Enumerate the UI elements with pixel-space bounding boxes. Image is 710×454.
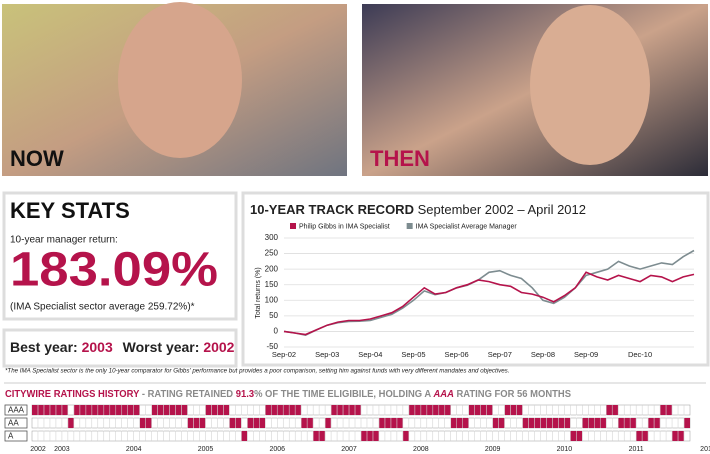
year-label: 2003 [54,446,70,453]
ratings-title-part: AAA [433,388,454,400]
rating-period [450,418,469,428]
y-tick-label: 150 [265,280,279,289]
series-line [283,249,695,337]
key-stats-note: (IMA Specialist sector average 259.72%)* [10,302,195,313]
rating-period [684,418,690,428]
ratings-title-part: - RATING RETAINED [139,388,236,400]
rating-period [361,431,379,441]
y-tick-label: 300 [265,233,279,242]
y-tick-label: -50 [266,342,278,351]
x-tick-label: Sep-09 [574,350,598,359]
y-axis-label: Total returns (%) [255,267,262,318]
footnote: *The IMA Specialist sector is the only 1… [5,368,509,375]
rating-level-box [4,430,28,442]
x-tick-label: Dec-10 [628,350,652,359]
y-tick-label: 250 [265,249,279,258]
y-tick-label: 50 [269,311,278,320]
worst-year: 2002 [203,339,234,355]
y-tick-label: 200 [265,264,279,273]
ratings-title-part: 91.3 [236,388,254,400]
key-stats-title: KEY STATS [10,198,130,223]
years-text: Best year: 2003 Worst year: 2002 [10,339,235,355]
x-tick-label: Sep-05 [401,350,425,359]
y-tick-label: 0 [274,327,279,336]
years-panel [2,328,238,368]
worst-label: Worst year: [123,339,200,355]
rating-period [73,405,140,415]
rating-period [325,418,332,428]
x-tick-label: Sep-03 [315,350,339,359]
key-stats-value: 183.09% [10,244,218,297]
rating-period [67,418,74,428]
chart-panel [241,191,710,367]
best-year: 2003 [82,339,113,355]
ratings-title-part: % OF THE TIME ELIGIBILE, HOLDING A [254,388,433,400]
series-line [283,271,695,336]
x-tick-label: Sep-04 [358,350,382,359]
year-label: 2007 [341,446,357,453]
rating-level-box [4,404,28,416]
ratings-title-part: CITYWIRE RATINGS HISTORY [5,388,139,400]
x-tick-label: Sep-07 [488,350,512,359]
rating-period [187,418,206,428]
year-label: 2006 [269,446,285,453]
x-tick-label: Sep-06 [445,350,469,359]
photo-caption: NOW [10,146,64,171]
rating-level: A [8,432,14,441]
face [530,5,650,165]
chart-subtitle: September 2002 – April 2012 [418,202,586,217]
key-stats-panel [2,191,238,321]
rating-level-box [4,417,28,429]
x-tick-label: Sep-02 [272,350,296,359]
x-tick-label: Sep-08 [531,350,555,359]
rating-period [247,418,266,428]
legend-label: Philip Gibbs in IMA Specialist [299,223,390,230]
year-label: 2012 [700,446,710,453]
rating-period [331,405,361,415]
rating-period [618,418,637,428]
year-label: 2002 [30,446,46,453]
year-label: 2008 [413,446,429,453]
rating-level: AAA [8,406,25,415]
best-label: Best year: [10,339,78,355]
legend-swatch [290,223,296,229]
face [118,2,242,158]
rating-period [402,431,409,441]
year-label: 2009 [485,446,501,453]
chart-title: 10-YEAR TRACK RECORD [250,202,414,217]
rating-level: AA [8,419,19,428]
rating-period [504,405,523,415]
year-label: 2005 [198,446,214,453]
year-label: 2004 [126,446,142,453]
key-stats-label: 10-year manager return: [10,235,118,246]
rating-period [241,431,248,441]
ratings-title: CITYWIRE RATINGS HISTORY - RATING RETAIN… [5,388,571,400]
year-label: 2010 [557,446,573,453]
rating-period [408,405,451,415]
year-label: 2011 [629,446,644,453]
y-tick-label: 100 [265,295,279,304]
legend-swatch [406,223,413,229]
photo-caption: THEN [370,146,430,171]
ratings-title-part: RATING FOR 56 MONTHS [454,388,571,400]
chart-heading: 10-YEAR TRACK RECORD September 2002 – Ap… [250,202,586,217]
legend-label: IMA Specialist Average Manager [416,223,518,230]
